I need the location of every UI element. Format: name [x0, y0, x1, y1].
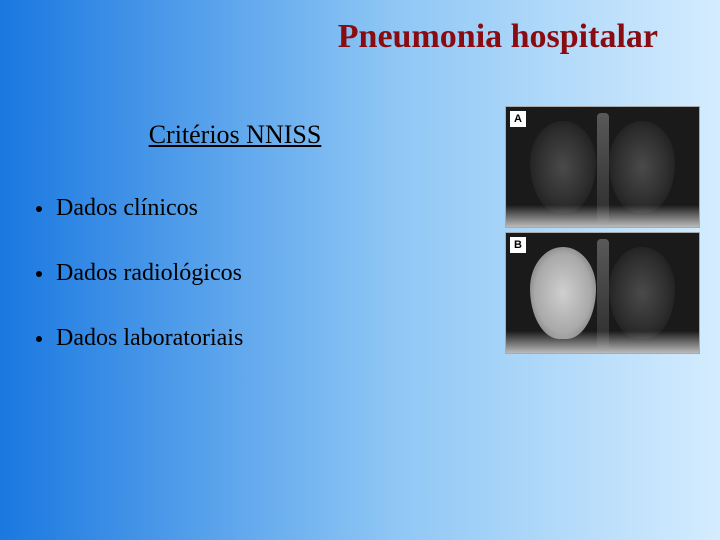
list-item: Dados laboratoriais [36, 325, 243, 352]
xray-panel-b: B [505, 232, 700, 354]
bullet-text: Dados clínicos [56, 195, 198, 222]
bullet-icon [36, 336, 42, 342]
panel-tag: A [510, 111, 526, 127]
bullet-icon [36, 206, 42, 212]
xray-lung-icon [530, 247, 596, 339]
bullet-text: Dados laboratoriais [56, 325, 243, 352]
xray-lung-icon [609, 121, 675, 213]
bullet-list: Dados clínicos Dados radiológicos Dados … [36, 195, 243, 390]
xray-image-stack: A B [505, 106, 700, 354]
panel-tag: B [510, 237, 526, 253]
xray-panel-a: A [505, 106, 700, 228]
xray-lung-icon [609, 247, 675, 339]
xray-diaphragm-icon [506, 331, 699, 353]
xray-diaphragm-icon [506, 205, 699, 227]
bullet-icon [36, 271, 42, 277]
list-item: Dados clínicos [36, 195, 243, 222]
list-item: Dados radiológicos [36, 260, 243, 287]
bullet-text: Dados radiológicos [56, 260, 242, 287]
xray-lung-icon [530, 121, 596, 213]
slide: Pneumonia hospitalar Critérios NNISS Dad… [0, 0, 720, 540]
page-title: Pneumonia hospitalar [338, 18, 658, 56]
subtitle: Critérios NNISS [0, 120, 470, 150]
